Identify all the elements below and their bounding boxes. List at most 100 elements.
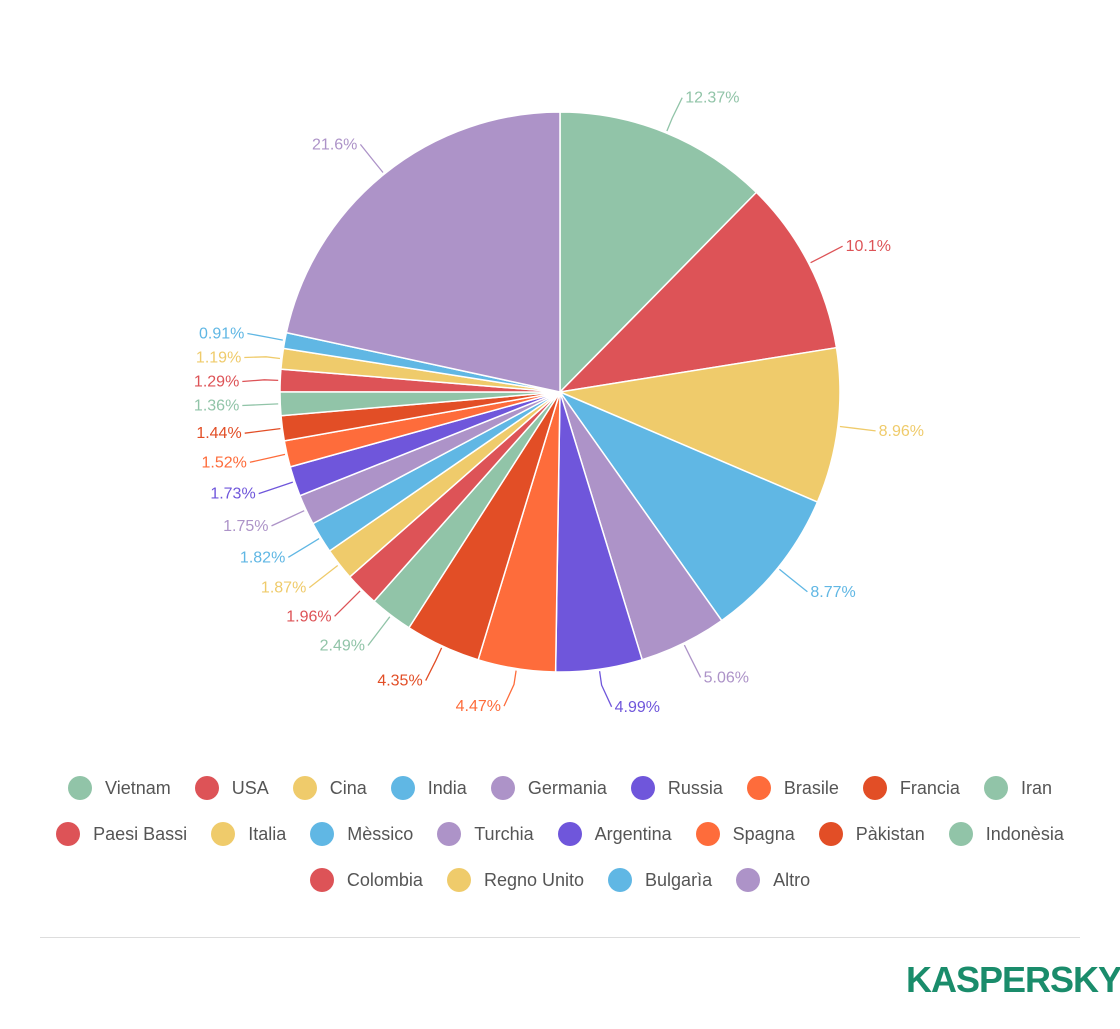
legend-item-india[interactable]: India [390, 776, 467, 800]
leader-line-usa [810, 245, 843, 264]
leader-line-bulgaria [247, 332, 283, 341]
pie-slices [279, 111, 841, 673]
legend-label: Mèssico [347, 823, 414, 844]
leader-line-iran [367, 616, 391, 646]
legend-label: Germania [527, 777, 607, 798]
legend-item-altro[interactable]: Altro [736, 868, 810, 892]
legend-item-italia[interactable]: Italia [211, 822, 286, 846]
legend-swatch [695, 822, 720, 846]
slice-label-colombia: 1.29% [194, 374, 239, 391]
legend-item-spagna[interactable]: Spagna [695, 822, 795, 846]
legend-swatch [194, 776, 219, 800]
legend-row: Vietnam USA Cina India Germania Russia Brasile… [40, 765, 1080, 811]
leader-line-india [778, 568, 808, 593]
legend-swatch [437, 822, 462, 846]
leader-line-pakistan [244, 427, 281, 434]
legend-item-bulgaria[interactable]: Bulgarìa [608, 868, 712, 892]
legend-item-pakistan[interactable]: Pàkistan [818, 822, 925, 846]
leader-line-turchia [271, 510, 305, 527]
legend-item-argentina[interactable]: Argentina [557, 822, 672, 846]
legend-item-vietnam[interactable]: Vietnam [68, 776, 171, 800]
slice-label-brasile: 4.47% [456, 698, 501, 715]
slice-label-cina: 8.96% [879, 423, 924, 440]
legend-item-usa[interactable]: USA [194, 776, 269, 800]
legend-label: Turchia [474, 823, 534, 844]
leader-line-francia [425, 647, 443, 681]
legend-swatch [736, 868, 761, 892]
leader-line-germania [683, 644, 702, 678]
label-leader-lines [242, 97, 876, 708]
legend-item-brasile[interactable]: Brasile [746, 776, 839, 800]
legend-label: USA [231, 777, 269, 798]
pie-slice-altro [285, 111, 561, 393]
legend-label: Italia [248, 823, 287, 844]
pie-chart: 12.37% 10.1% 8.96% 8.77% 5.06% 4.99% 4.47% 4.35… [194, 90, 924, 716]
leader-line-messico [287, 538, 320, 558]
kaspersky-logo: KASPERSKY lab [906, 958, 1120, 1002]
slice-label-vietnam: 12.37% [685, 90, 739, 107]
slice-label-spagna: 1.52% [202, 454, 247, 471]
legend-label: Altro [773, 869, 811, 890]
legend-swatch [948, 822, 973, 846]
leader-line-indonesia [242, 403, 279, 407]
pie-slice-usa [557, 191, 838, 394]
legend-swatch [309, 868, 334, 892]
legend-row: Colombia Regno Unito Bulgarìa Altro [40, 857, 1080, 903]
slice-label-pakistan: 1.44% [196, 425, 241, 442]
legend-item-colombia[interactable]: Colombia [309, 868, 423, 892]
legend-label: Regno Unito [483, 869, 585, 890]
pie-slice-cina [557, 346, 841, 504]
slice-label-russia: 4.99% [615, 699, 660, 716]
leader-line-brasile [503, 670, 517, 707]
slice-label-turchia: 1.75% [223, 518, 268, 535]
slice-label-paesi-bassi: 1.96% [286, 608, 331, 625]
legend-label: Cina [329, 777, 367, 798]
legend-label: Argentina [594, 823, 672, 844]
legend-swatch [746, 776, 771, 800]
slice-label-iran: 2.49% [320, 638, 365, 655]
legend-item-regno-unito[interactable]: Regno Unito [446, 868, 585, 892]
leader-line-spagna [249, 453, 286, 463]
legend-item-iran[interactable]: Iran [983, 776, 1052, 800]
pie-slice-vietnam [559, 111, 758, 394]
legend-item-russia[interactable]: Russia [630, 776, 723, 800]
legend-swatch [390, 776, 415, 800]
slice-label-india: 8.77% [810, 584, 855, 601]
legend-item-indonesia[interactable]: Indonèsia [948, 822, 1064, 846]
slice-label-italia: 1.87% [261, 580, 306, 597]
legend-swatch [608, 868, 633, 892]
leader-line-altro [359, 143, 384, 173]
legend-swatch [818, 822, 843, 846]
slice-value-labels: 12.37% 10.1% 8.96% 8.77% 5.06% 4.99% 4.47% 4.35… [194, 90, 924, 716]
legend-label: Indonèsia [985, 823, 1064, 844]
legend-swatch [211, 822, 236, 846]
leader-line-paesi-bassi [334, 590, 361, 617]
legend-row: Paesi Bassi Italia Mèssico Turchia Argentina… [40, 811, 1080, 857]
legend-label: Paesi Bassi [93, 823, 188, 844]
legend-item-francia[interactable]: Francia [862, 776, 960, 800]
legend-item-paesi-bassi[interactable]: Paesi Bassi [56, 822, 187, 846]
leader-line-argentina [258, 481, 294, 495]
legend-label: Francia [899, 777, 960, 798]
legend-swatch [983, 776, 1008, 800]
slice-label-francia: 4.35% [377, 673, 422, 690]
legend-item-messico[interactable]: Mèssico [310, 822, 413, 846]
legend-label: Brasile [783, 777, 839, 798]
legend-swatch [446, 868, 471, 892]
legend-label: Pàkistan [855, 823, 925, 844]
legend-swatch [557, 822, 582, 846]
pie-slice-india [557, 390, 819, 622]
legend-swatch [292, 776, 317, 800]
legend-label: India [427, 777, 467, 798]
legend-swatch [490, 776, 515, 800]
slice-label-argentina: 1.73% [210, 486, 255, 503]
legend-item-germania[interactable]: Germania [490, 776, 607, 800]
slice-label-usa: 10.1% [846, 238, 891, 255]
legend-label: Russia [667, 777, 723, 798]
legend-item-cina[interactable]: Cina [292, 776, 367, 800]
legend-swatch [630, 776, 655, 800]
legend-label: Spagna [732, 823, 795, 844]
leader-line-russia [598, 671, 613, 708]
legend-item-turchia[interactable]: Turchia [437, 822, 534, 846]
legend-label: Colombia [346, 869, 423, 890]
